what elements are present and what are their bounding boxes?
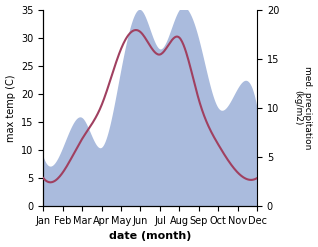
Y-axis label: med. precipitation
(kg/m2): med. precipitation (kg/m2) xyxy=(293,66,313,149)
Y-axis label: max temp (C): max temp (C) xyxy=(5,74,16,142)
X-axis label: date (month): date (month) xyxy=(109,231,191,242)
